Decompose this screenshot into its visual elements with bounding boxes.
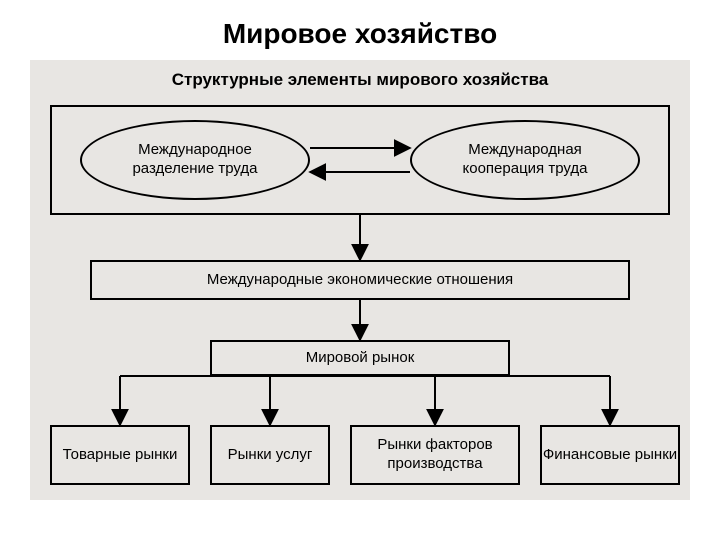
node-b3: Рынки факторов производства <box>350 425 520 485</box>
node-b1: Товарные рынки <box>50 425 190 485</box>
node-oval_l: Международное разделение труда <box>80 120 310 200</box>
node-rel: Международные экономические отношения <box>90 260 630 300</box>
node-label-rel: Международные экономические отношения <box>207 271 513 290</box>
node-label-market: Мировой рынок <box>306 349 415 368</box>
flowchart-diagram: Структурные элементы мирового хозяйства … <box>30 60 690 500</box>
node-label-b2: Рынки услуг <box>228 446 313 465</box>
node-label-b3: Рынки факторов производства <box>352 436 518 474</box>
node-b4: Финансовые рынки <box>540 425 680 485</box>
node-label-oval_r: Международная кооперация труда <box>426 141 624 179</box>
diagram-headline: Структурные элементы мирового хозяйства <box>30 70 690 90</box>
node-oval_r: Международная кооперация труда <box>410 120 640 200</box>
node-b2: Рынки услуг <box>210 425 330 485</box>
node-label-b1: Товарные рынки <box>63 446 178 465</box>
page-title: Мировое хозяйство <box>0 0 720 60</box>
node-label-b4: Финансовые рынки <box>543 446 677 465</box>
node-market: Мировой рынок <box>210 340 510 376</box>
node-label-oval_l: Международное разделение труда <box>96 141 294 179</box>
